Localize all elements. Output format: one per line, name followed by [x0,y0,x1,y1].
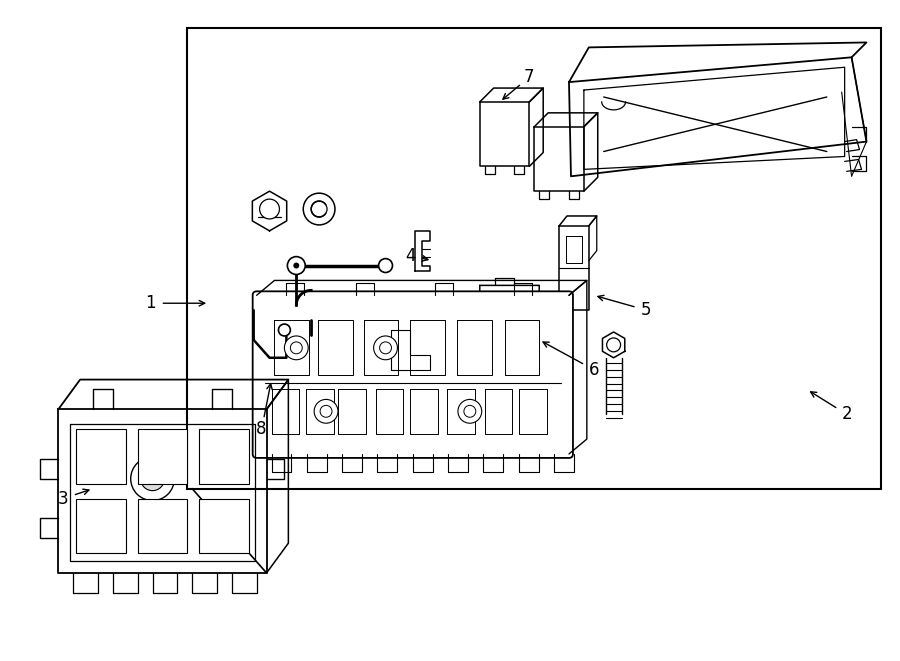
Text: 6: 6 [589,361,599,379]
Circle shape [287,256,305,274]
Circle shape [374,336,398,360]
Circle shape [284,336,308,360]
Circle shape [278,324,291,336]
Bar [76,498,126,553]
Circle shape [320,405,332,417]
Circle shape [291,342,302,354]
Text: 5: 5 [641,301,652,319]
Circle shape [379,258,392,272]
Bar [199,429,248,484]
Circle shape [607,338,621,352]
Circle shape [140,467,165,490]
Text: 3: 3 [58,490,68,508]
Circle shape [259,199,279,219]
Circle shape [458,399,482,423]
Circle shape [311,201,327,217]
Bar [138,429,187,484]
Text: 8: 8 [256,420,266,438]
Bar [187,28,881,488]
Text: 1: 1 [145,294,156,312]
Bar [199,498,248,553]
Text: 2: 2 [842,405,852,423]
Text: 7: 7 [524,68,535,86]
Circle shape [130,457,175,500]
Circle shape [464,405,476,417]
Circle shape [380,342,392,354]
Circle shape [293,262,300,268]
Bar [138,498,187,553]
Circle shape [303,193,335,225]
Text: 4: 4 [405,247,416,264]
Circle shape [314,399,338,423]
Bar [76,429,126,484]
FancyBboxPatch shape [253,292,573,458]
